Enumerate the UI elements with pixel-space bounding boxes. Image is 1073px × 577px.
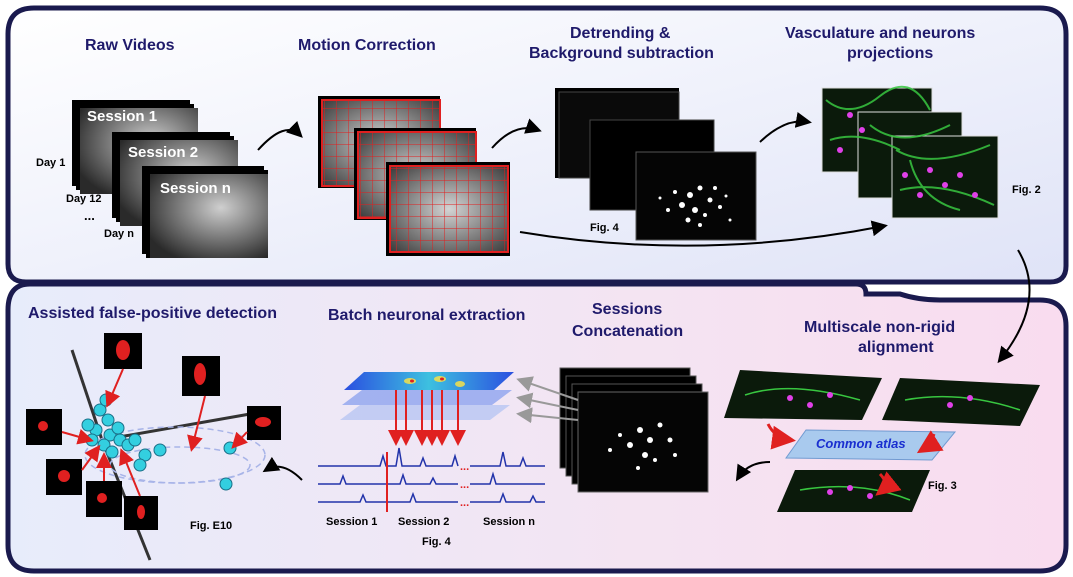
trace-session-label-2: Session 2 — [398, 516, 450, 528]
neuron-cluster — [658, 185, 732, 227]
top-panel — [5, 5, 1069, 285]
motion-corrected-frames — [318, 96, 510, 256]
common-atlas-label: Common atlas — [816, 436, 906, 451]
fig-label-alignment: Fig. 3 — [928, 480, 957, 492]
day-label-12: Day 12 — [66, 193, 102, 205]
step-motion-correction-title: Motion Correction — [298, 37, 436, 54]
fig-label-projections: Fig. 2 — [1012, 184, 1041, 196]
svg-text:...: ... — [460, 497, 469, 509]
step-concatenation-title-1: Sessions — [592, 301, 663, 318]
step-detection-title: Assisted false-positive detection — [28, 305, 277, 322]
svg-text:...: ... — [460, 479, 469, 491]
step-detrending-title-1: Detrending & — [570, 25, 671, 42]
step-raw-videos-title: Raw Videos — [85, 37, 175, 54]
raw-video-stack-3 — [142, 166, 268, 258]
session-label-1: Session 1 — [87, 108, 158, 125]
fig-label-detrending: Fig. 4 — [590, 222, 619, 234]
trace-session-label-1: Session 1 — [326, 516, 378, 528]
footprint-thumbnails — [26, 333, 281, 530]
step-alignment-title-2: alignment — [858, 339, 934, 356]
session-label-2: Session 2 — [128, 144, 199, 161]
step-detrending-title-2: Background subtraction — [529, 45, 714, 62]
fig-label-detection: Fig. E10 — [190, 520, 233, 532]
step-extraction-title: Batch neuronal extraction — [328, 307, 526, 324]
trace-session-label-n: Session n — [483, 516, 535, 528]
false-positive-scatter — [70, 349, 266, 561]
day-label-1: Day 1 — [36, 157, 66, 169]
step-alignment-title-1: Multiscale non-rigid — [804, 319, 956, 336]
day-label-ellipsis: ... — [84, 208, 95, 223]
concatenated-stack — [559, 367, 709, 493]
projection-frames — [821, 85, 999, 219]
step-projections-title-2: projections — [847, 45, 934, 62]
fig-label-extraction: Fig. 4 — [422, 536, 451, 548]
extraction-planes — [340, 372, 514, 446]
svg-text:...: ... — [460, 461, 469, 473]
step-projections-title-1: Vasculature and neurons — [785, 25, 976, 42]
step-concatenation-title-2: Concatenation — [572, 323, 684, 340]
detrended-frames — [555, 88, 757, 241]
session-label-n: Session n — [160, 180, 231, 197]
alignment-frames — [724, 370, 1040, 512]
day-label-n: Day n — [104, 228, 134, 240]
